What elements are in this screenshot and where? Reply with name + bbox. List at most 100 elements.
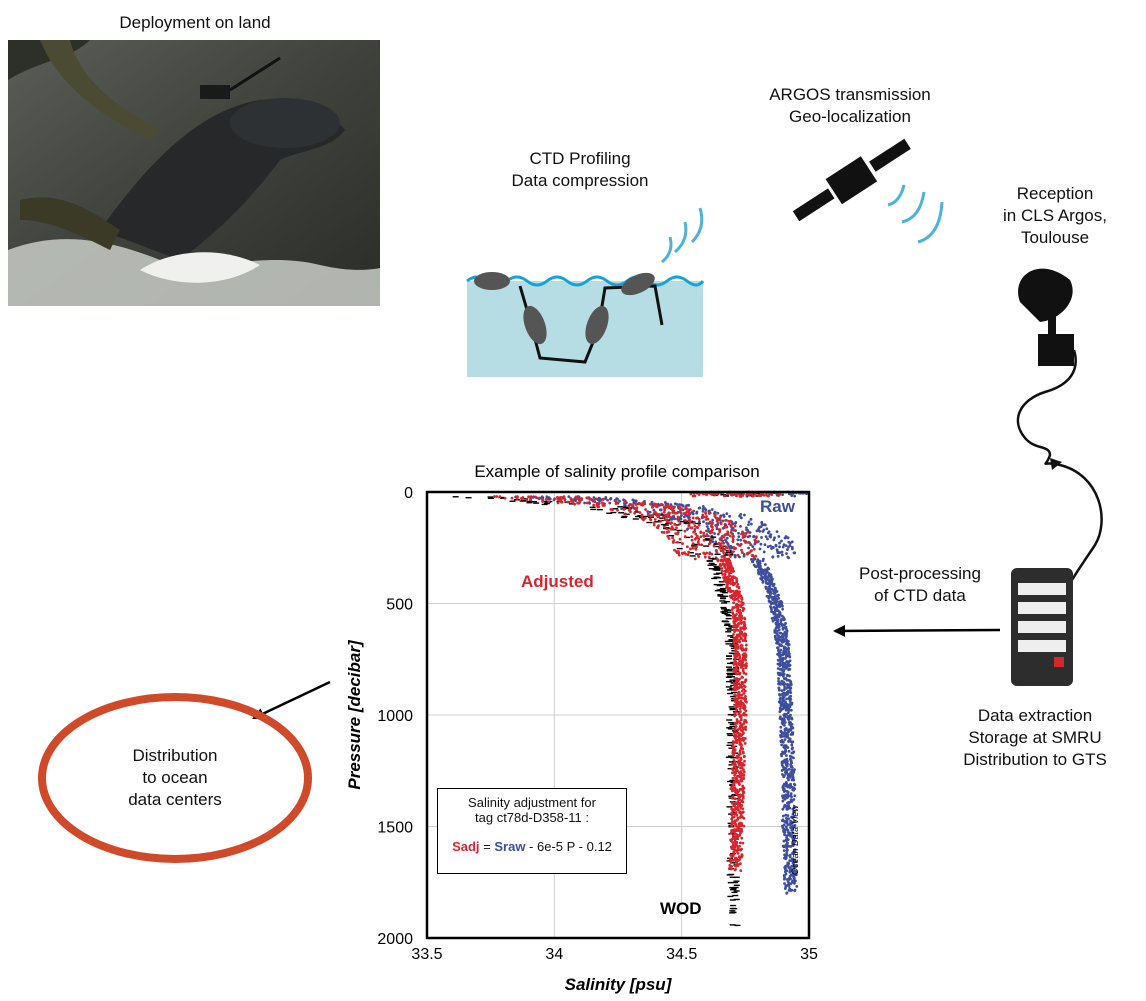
raw-point bbox=[768, 592, 772, 596]
raw-point bbox=[792, 876, 796, 879]
raw-point bbox=[743, 513, 746, 517]
adjusted-point bbox=[737, 753, 741, 757]
adjusted-point bbox=[731, 771, 734, 775]
extraction-label: Data extraction Storage at SMRU Distribu… bbox=[945, 705, 1125, 771]
adjusted-point bbox=[569, 497, 573, 500]
adjusted-point bbox=[729, 571, 733, 575]
raw-point bbox=[778, 545, 781, 549]
adjusted-point bbox=[669, 507, 673, 511]
adjusted-point bbox=[738, 742, 742, 746]
distribution-label: Distribution to ocean data centers bbox=[105, 745, 245, 811]
adjusted-point bbox=[692, 521, 696, 525]
raw-point bbox=[769, 606, 773, 610]
adjusted-point bbox=[740, 823, 744, 827]
y-tick-label: 2000 bbox=[377, 931, 413, 948]
adjusted-point bbox=[634, 503, 638, 506]
raw-point bbox=[778, 656, 782, 659]
arrow-to-chart bbox=[833, 624, 1001, 637]
adjusted-point bbox=[737, 682, 741, 685]
adjusted-point bbox=[730, 824, 734, 828]
raw-point bbox=[757, 527, 761, 531]
adjusted-point bbox=[735, 721, 739, 725]
adjusted-point bbox=[732, 804, 736, 807]
adjusted-point bbox=[735, 580, 739, 584]
adjusted-point bbox=[668, 511, 671, 515]
raw-point bbox=[711, 540, 715, 543]
adjusted-point bbox=[734, 626, 738, 630]
adjusted-point bbox=[729, 838, 733, 842]
adjusted-point bbox=[614, 502, 618, 506]
raw-point bbox=[673, 502, 677, 506]
raw-point bbox=[760, 536, 763, 539]
adjusted-point bbox=[676, 540, 679, 544]
adjusted-point bbox=[738, 543, 742, 547]
adjusted-point bbox=[713, 514, 717, 518]
adjusted-point bbox=[740, 600, 743, 604]
adjusted-point bbox=[678, 537, 682, 541]
adjusted-point bbox=[740, 675, 744, 679]
adjusted-point bbox=[681, 552, 684, 556]
reception-label-line2: in CLS Argos, bbox=[1003, 206, 1107, 225]
raw-point bbox=[785, 851, 789, 855]
adjusted-point bbox=[669, 522, 672, 525]
raw-point bbox=[793, 794, 797, 798]
adjusted-point bbox=[747, 530, 751, 534]
adjusted-point bbox=[601, 498, 605, 501]
adjusted-point bbox=[739, 718, 743, 722]
adjusted-point bbox=[662, 510, 666, 514]
raw-point bbox=[618, 499, 621, 503]
raw-point bbox=[749, 557, 753, 561]
raw-point bbox=[758, 562, 762, 565]
raw-point bbox=[783, 686, 787, 689]
adjusted-point bbox=[736, 769, 739, 773]
adjusted-point bbox=[737, 610, 741, 614]
adjusted-point bbox=[723, 494, 726, 498]
raw-point bbox=[791, 746, 794, 750]
adjusted-point bbox=[737, 780, 741, 784]
raw-point bbox=[777, 658, 781, 662]
adjusted-point bbox=[742, 623, 746, 627]
adjusted-point bbox=[735, 640, 739, 644]
raw-point bbox=[747, 520, 751, 524]
adjusted-point bbox=[734, 776, 737, 780]
raw-point bbox=[698, 520, 701, 524]
raw-point bbox=[758, 559, 762, 563]
adjusted-point bbox=[727, 549, 731, 553]
raw-point bbox=[634, 499, 638, 503]
formula-line2: tag ct78d-D358-11 : bbox=[475, 810, 589, 825]
adjusted-point bbox=[749, 493, 753, 496]
adjusted-point bbox=[723, 577, 726, 580]
adjusted-point bbox=[739, 758, 743, 761]
adjusted-point bbox=[738, 677, 741, 681]
raw-point bbox=[779, 702, 783, 705]
adjusted-point bbox=[691, 516, 695, 520]
adjusted-point bbox=[676, 515, 680, 519]
raw-point bbox=[548, 496, 551, 500]
raw-point bbox=[790, 859, 794, 863]
raw-point bbox=[788, 859, 792, 862]
raw-point bbox=[788, 655, 792, 659]
raw-point bbox=[786, 841, 789, 845]
raw-point bbox=[762, 528, 766, 532]
adjusted-point bbox=[724, 580, 728, 584]
formula-eq: = bbox=[479, 839, 495, 854]
adjusted-point bbox=[664, 513, 668, 517]
adjusted-point bbox=[738, 829, 742, 833]
adjusted-point bbox=[712, 544, 716, 548]
raw-point bbox=[778, 715, 782, 719]
adjusted-point bbox=[737, 736, 741, 740]
raw-point bbox=[789, 844, 793, 848]
adjusted-point bbox=[732, 637, 736, 640]
raw-point bbox=[771, 619, 775, 623]
adjusted-point bbox=[737, 859, 740, 862]
adjusted-point bbox=[686, 553, 690, 557]
adjusted-point bbox=[534, 495, 537, 499]
adjusted-point bbox=[493, 495, 496, 498]
adjusted-point bbox=[742, 627, 746, 631]
raw-point bbox=[763, 563, 767, 566]
adjusted-point bbox=[597, 505, 601, 509]
raw-point bbox=[780, 819, 784, 823]
raw-point bbox=[751, 545, 755, 548]
raw-point bbox=[787, 889, 791, 892]
adjusted-point bbox=[646, 512, 650, 516]
